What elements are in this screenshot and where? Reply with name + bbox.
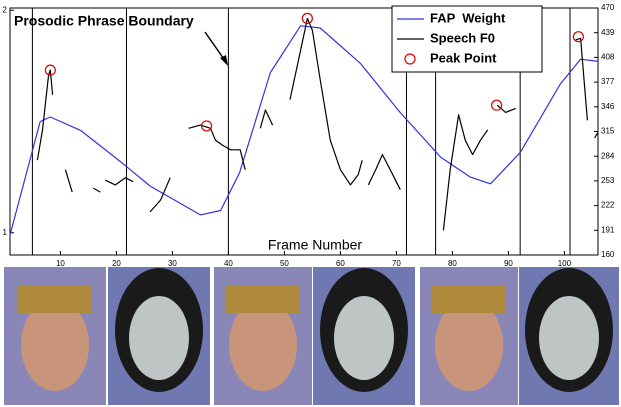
x-tick-label: 80 bbox=[448, 259, 457, 268]
series-line bbox=[9, 25, 599, 236]
y2-tick-label: 160 bbox=[601, 250, 615, 259]
peak-point bbox=[491, 99, 503, 111]
legend-label: FAP Weight bbox=[430, 10, 506, 25]
y2-tick-label: 284 bbox=[601, 151, 615, 160]
x-tick-label: 10 bbox=[56, 259, 65, 268]
y2-tick-label: 377 bbox=[601, 77, 615, 86]
y2-tick-label: 191 bbox=[601, 225, 615, 234]
legend-label: Peak Point bbox=[430, 50, 497, 65]
x-tick-label: 70 bbox=[392, 259, 401, 268]
headband bbox=[226, 285, 300, 313]
chart: 10 20 30 40 50 60 70 80 90 100 1 2 160 191 222 253 284 31… bbox=[3, 3, 615, 268]
y-tick-label: 1 bbox=[3, 228, 8, 237]
legend-label: Speech F0 bbox=[430, 30, 495, 45]
x-tick-label: 50 bbox=[280, 259, 289, 268]
x-axis-label: Frame Number bbox=[268, 237, 362, 253]
annotation: Prosodic Phrase Boundary bbox=[14, 13, 194, 29]
peak-point bbox=[301, 12, 313, 24]
face bbox=[539, 296, 599, 380]
x-tick-label: 100 bbox=[558, 259, 572, 268]
face bbox=[21, 299, 89, 391]
face bbox=[334, 296, 394, 380]
peak-point bbox=[572, 31, 585, 43]
y2-tick-label: 346 bbox=[601, 102, 615, 111]
x-tick-label: 40 bbox=[224, 259, 233, 268]
headband bbox=[18, 285, 92, 313]
y2-tick-label: 408 bbox=[601, 53, 615, 62]
y2-tick-label: 470 bbox=[601, 3, 615, 12]
y2-tick-label: 439 bbox=[601, 28, 615, 37]
y2-tick-label: 315 bbox=[601, 127, 615, 136]
x-tick-label: 20 bbox=[112, 259, 121, 268]
headband bbox=[432, 285, 506, 313]
face bbox=[229, 299, 297, 391]
face bbox=[129, 296, 189, 380]
peak-point bbox=[200, 120, 213, 132]
y2-tick-label: 222 bbox=[601, 201, 615, 210]
legend-marker bbox=[404, 53, 416, 65]
arrow-head bbox=[220, 55, 228, 66]
face bbox=[435, 299, 503, 391]
x-tick-label: 90 bbox=[504, 259, 513, 268]
y-tick-label: 2 bbox=[3, 5, 8, 14]
peak-point bbox=[44, 64, 56, 76]
y2-tick-label: 253 bbox=[601, 176, 615, 185]
photo-strip bbox=[4, 267, 619, 405]
x-tick-label: 60 bbox=[336, 259, 345, 268]
x-tick-label: 30 bbox=[168, 259, 177, 268]
